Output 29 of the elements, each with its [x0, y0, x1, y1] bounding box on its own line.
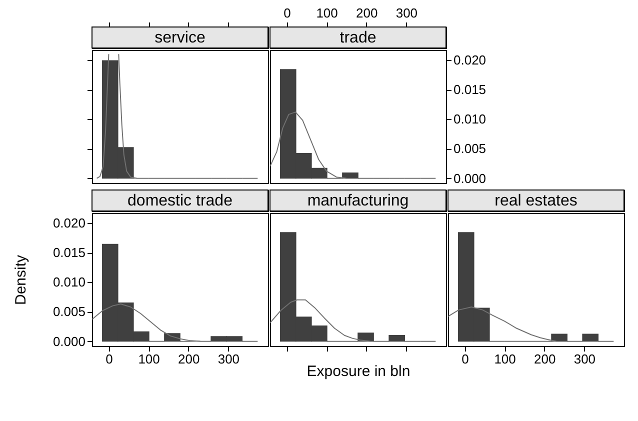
y-tick-label: 0.000 [52, 334, 86, 349]
x-tick-label: 200 [356, 6, 378, 20]
y-tick-label: 0.020 [454, 52, 486, 68]
x-tick-label: 200 [178, 352, 200, 366]
y-axis-title: Density [12, 254, 30, 306]
x-tick-label: 0 [106, 352, 113, 366]
y-tick-label: 0.005 [52, 304, 86, 320]
chart-title: trade [340, 30, 376, 46]
x-tick-label: 100 [494, 352, 516, 366]
chart-title: domestic trade [128, 192, 233, 210]
chart-title: real estates [494, 192, 578, 210]
x-tick-label: 300 [574, 352, 596, 366]
x-axis-title: Exposure in bln [306, 363, 410, 380]
x-tick-label: 0 [462, 352, 469, 366]
y-tick-label: 0.020 [52, 216, 86, 231]
x-tick-label: 300 [396, 6, 418, 20]
x-tick-label: 100 [138, 352, 160, 366]
y-tick-label: 0.015 [52, 245, 86, 260]
y-tick-label: 0.015 [454, 82, 486, 98]
x-tick-label: 200 [534, 352, 556, 366]
y-tick-label: 0.005 [454, 141, 486, 156]
y-tick-label: 0.000 [454, 170, 486, 186]
x-tick-label: 300 [218, 352, 240, 366]
x-tick-label: 0 [284, 6, 291, 20]
x-tick-label: 100 [316, 6, 338, 20]
chart-title: service [154, 30, 206, 46]
y-tick-label: 0.010 [52, 274, 86, 290]
chart-title: manufacturing [307, 192, 409, 210]
y-tick-label: 0.010 [454, 112, 486, 127]
